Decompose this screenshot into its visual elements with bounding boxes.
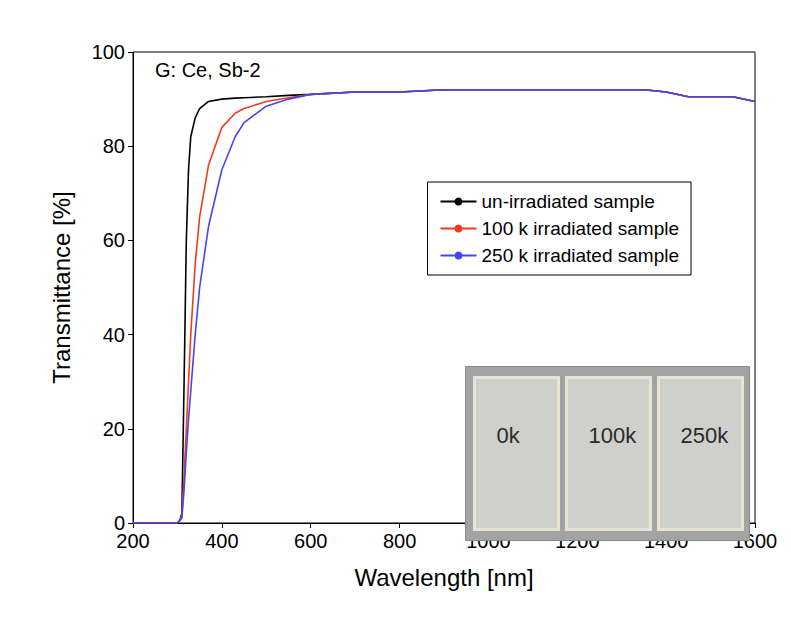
svg-text:100k: 100k xyxy=(589,423,638,448)
svg-text:60: 60 xyxy=(103,229,125,251)
svg-text:200: 200 xyxy=(116,530,149,552)
svg-text:Wavelength [nm]: Wavelength [nm] xyxy=(354,564,533,591)
svg-text:G: Ce, Sb-2: G: Ce, Sb-2 xyxy=(155,59,261,81)
svg-text:600: 600 xyxy=(294,530,327,552)
svg-text:20: 20 xyxy=(103,418,125,440)
svg-text:40: 40 xyxy=(103,324,125,346)
svg-text:800: 800 xyxy=(383,530,416,552)
svg-text:0: 0 xyxy=(113,512,125,534)
svg-text:80: 80 xyxy=(103,135,125,157)
svg-text:250k: 250k xyxy=(681,423,730,448)
svg-text:250 k irradiated sample: 250 k irradiated sample xyxy=(482,245,680,266)
svg-text:0k: 0k xyxy=(497,423,521,448)
svg-text:un-irradiated sample: un-irradiated sample xyxy=(482,191,655,212)
svg-text:100: 100 xyxy=(92,41,125,63)
svg-text:Transmittance [%]: Transmittance [%] xyxy=(48,191,75,384)
svg-text:1600: 1600 xyxy=(732,530,778,552)
svg-text:100 k irradiated sample: 100 k irradiated sample xyxy=(482,218,680,239)
svg-text:400: 400 xyxy=(205,530,238,552)
